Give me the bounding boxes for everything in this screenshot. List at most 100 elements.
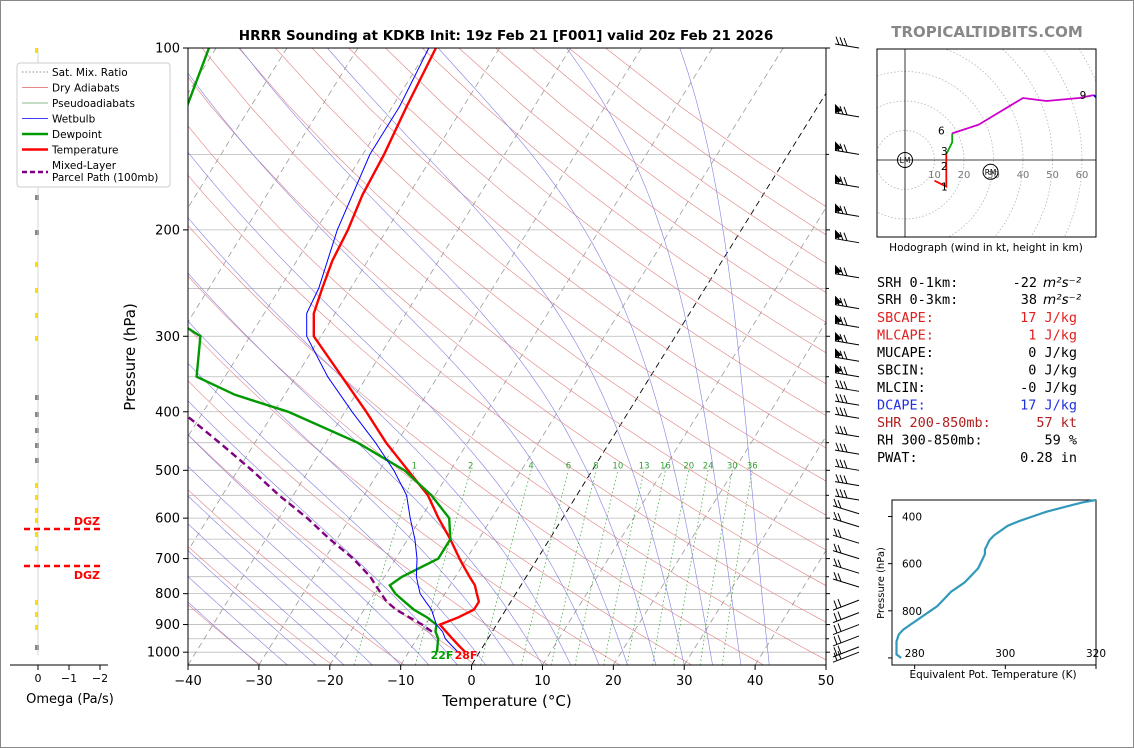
dry-adiabat [188, 327, 621, 665]
wind-barb [834, 406, 860, 419]
legend-item: Dry Adiabats [22, 83, 120, 95]
mixing-ratio-label: 36 [747, 461, 758, 471]
dry-adiabat [188, 174, 826, 661]
stat-row: MLCAPE: 1 J/kg [877, 328, 1077, 344]
wind-barb [834, 264, 860, 279]
x-tick-label: 40 [747, 674, 764, 689]
wind-barb [834, 425, 860, 438]
wind-barb [832, 543, 860, 560]
omega-bar [35, 508, 38, 513]
stat-label: DCAPE: [877, 398, 926, 414]
y-tick-label: 900 [155, 618, 180, 633]
surface-dewpoint-label: 22F [431, 649, 454, 662]
wind-barb [834, 295, 860, 310]
moist-adiabat [679, 48, 770, 665]
y-tick-label: 600 [155, 512, 180, 527]
dry-adiabat [188, 546, 333, 665]
isotherm [825, 664, 826, 665]
wind-barb [834, 379, 860, 392]
stat-label: MUCAPE: [877, 345, 934, 361]
x-tick-label: −40 [174, 674, 201, 689]
mixing-ratio-line [353, 470, 415, 665]
omega-bar [35, 483, 38, 488]
wind-barb [832, 611, 860, 624]
hodograph-height-label: 1 [941, 182, 948, 194]
mixing-ratio-line [550, 470, 597, 665]
theta-e-plot: 280 300 320 400 600 800 Equivalent Pot. Tempe… [876, 498, 1106, 681]
x-tick-label: 0 [467, 674, 475, 689]
mixing-ratio-line [626, 470, 666, 665]
legend-item: Temperature [22, 145, 119, 157]
dry-adiabat [188, 434, 477, 665]
stat-row: MUCAPE: 0 J/kg [877, 345, 1077, 361]
stat-row: SHR 200-850mb: 57 kt [877, 415, 1077, 431]
wind-barb [834, 363, 860, 378]
legend-item: Sat. Mix. Ratio [22, 67, 128, 79]
wind-barb [834, 488, 860, 501]
legend-box [16, 62, 171, 188]
srh03-label: SRH 0-3km: [877, 292, 958, 308]
hodograph-ring-label: 40 [1017, 170, 1030, 181]
omega-bar [35, 532, 38, 537]
x-tick-label: 30 [676, 674, 693, 689]
theta-e-xlabel: Equivalent Pot. Temperature (K) [909, 669, 1076, 681]
mixing-ratio-label: 13 [639, 461, 650, 471]
dgz-top-label: DGZ [74, 515, 100, 528]
stat-value: 0 J/kg [1028, 363, 1077, 379]
y-tick-label: 300 [155, 330, 180, 345]
hodograph-ring-label: 10 [928, 170, 941, 181]
omega-tick-label: −2 [92, 672, 108, 685]
theta-e-y-tick-label: 400 [902, 512, 922, 524]
hodograph-frame [876, 48, 1097, 238]
mixing-ratio-label: 2 [468, 461, 473, 471]
srh03-value: 38 [1021, 292, 1037, 308]
moist-adiabat [188, 72, 628, 665]
x-tick-label: 10 [534, 674, 551, 689]
y-tick-label: 100 [155, 42, 180, 57]
hodograph-ring-label: 60 [1076, 170, 1089, 181]
isotherm [754, 549, 826, 665]
isotherm [188, 48, 430, 438]
srh01-value: -22 [1013, 275, 1037, 291]
isotherm [258, 48, 642, 665]
isotherm [471, 92, 826, 665]
hodograph-ring-label: 30 [987, 170, 1000, 181]
mixing-ratio-line [721, 470, 753, 665]
omega-bar [35, 625, 38, 630]
series-mixed-layer-parcel-path-100mb [188, 415, 433, 633]
mixing-ratio-line [574, 470, 619, 665]
mixing-ratio-line [480, 470, 532, 665]
legend-label: Temperature [51, 145, 119, 157]
brand-watermark: TROPICALTIDBITS.COM [891, 23, 1083, 41]
omega-dgz-top: DGZ [24, 515, 100, 531]
isotherm [0, 48, 3, 665]
mixing-ratio-line [521, 470, 569, 665]
hodograph-trace [1093, 94, 1096, 99]
storm-motion-marker: RM [982, 163, 999, 180]
moist-adiabat [188, 272, 543, 665]
omega-bar [35, 443, 39, 448]
wind-barb [832, 528, 860, 544]
isotherm [188, 48, 571, 665]
hodograph-trace [945, 133, 954, 155]
mixing-ratio-label: 16 [660, 461, 671, 471]
y-tick-label: 700 [155, 552, 180, 567]
omega-bar [35, 412, 39, 417]
wind-barb [834, 474, 860, 487]
omega-bar [35, 48, 38, 53]
legend-label: Wetbulb [52, 114, 96, 126]
stat-label: SBCIN: [877, 363, 926, 379]
mixing-ratio-label: 30 [727, 461, 738, 471]
omega-bar [35, 495, 38, 500]
omega-bar [35, 230, 39, 235]
omega-bar [35, 195, 39, 200]
dgz-bottom-label: DGZ [74, 569, 100, 582]
wind-barbs [832, 36, 860, 663]
mixing-ratio-label: 6 [566, 461, 571, 471]
wind-barb [832, 645, 860, 658]
hodograph: 10 20 30 40 50 60 1 2 3 6 9 LM RM Hodograph (wind i… [876, 48, 1097, 254]
dry-adiabat [275, 48, 826, 482]
dry-adiabat [188, 489, 405, 665]
omega-bar [35, 288, 38, 293]
isotherm [188, 48, 288, 209]
